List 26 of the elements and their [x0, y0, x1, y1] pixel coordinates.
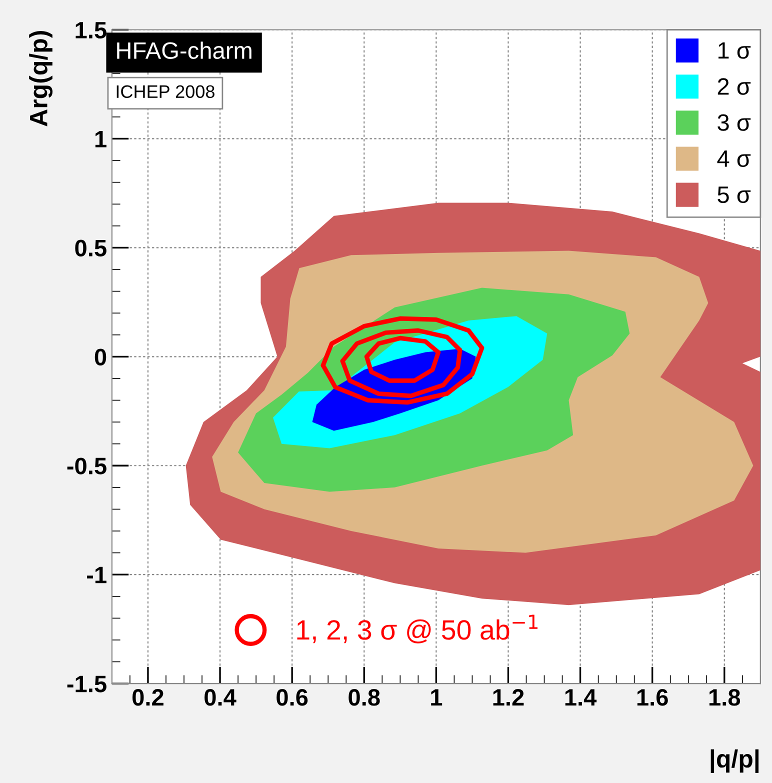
- legend-label: 3 σ: [718, 114, 751, 131]
- legend-label: 1, 2, 3 σ @ 50 ab$^{−1}$: [297, 614, 538, 644]
- y-tick-label: -0.5: [67, 458, 106, 474]
- x-tick-label: 1.4: [565, 689, 597, 706]
- y-tick-label: 1.5: [76, 22, 106, 39]
- y-tick-label: 0.5: [75, 240, 106, 256]
- annotation: HFAG-charm: [117, 42, 252, 59]
- y-tick-label: 1: [95, 131, 106, 148]
- annotation: ICHEP 2008: [116, 85, 214, 98]
- x-tick-label: 1.2: [493, 689, 524, 706]
- legend-label: 2 σ: [718, 78, 751, 95]
- y-tick-label: -1.5: [67, 676, 106, 692]
- y-axis-title: Arg(q/p): [29, 30, 53, 126]
- x-tick-label: 0.8: [348, 689, 380, 706]
- legend-label: 4 σ: [717, 150, 751, 167]
- legend-label: 1 σ: [718, 42, 751, 59]
- x-tick-label: 1: [431, 689, 442, 706]
- legend-label: 5 σ: [718, 186, 751, 204]
- x-tick-label: 0.4: [204, 689, 236, 706]
- x-axis-title: |q/p|: [710, 749, 759, 773]
- x-tick-label: 0.2: [132, 689, 164, 706]
- x-tick-label: 0.6: [276, 689, 308, 706]
- y-tick-label: -1: [87, 566, 106, 584]
- y-tick-label: 0: [94, 348, 106, 366]
- x-tick-label: 1.8: [709, 689, 740, 706]
- x-tick-label: 1.6: [637, 689, 668, 706]
